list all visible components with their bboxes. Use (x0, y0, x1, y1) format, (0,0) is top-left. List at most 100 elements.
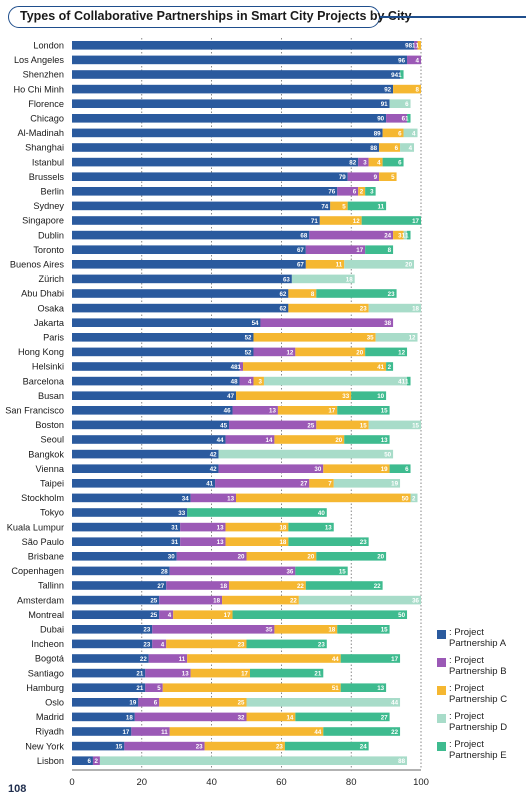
bar-segment-e (295, 712, 390, 722)
legend-item-a: : Project Partnership A (437, 626, 531, 654)
bar-segment-d (400, 143, 415, 152)
data-label: 33 (178, 510, 185, 517)
data-label: 90 (377, 116, 384, 123)
bar-segment-b (347, 172, 380, 181)
category-label: London (33, 41, 64, 51)
data-label: 14 (266, 437, 273, 444)
bar-segment-e (400, 70, 404, 79)
bar-segment-c (382, 128, 404, 138)
data-label: 30 (314, 466, 321, 473)
bar-segment-e (365, 245, 394, 254)
category-label: Istanbul (32, 157, 64, 167)
bar-segment-a (72, 537, 181, 546)
data-label: 20 (335, 437, 342, 444)
data-label: 18 (220, 583, 227, 590)
bar-segment-e (232, 610, 408, 619)
bar-segment-b (145, 668, 191, 678)
bar-segment-b (152, 625, 275, 634)
data-label: 20 (307, 554, 314, 561)
bar-segment-b (124, 741, 205, 751)
bar-segment-a (72, 756, 93, 765)
bar-segment-c (277, 406, 338, 415)
data-label: 31 (171, 539, 178, 546)
title-rule (380, 16, 526, 18)
data-label: 15 (115, 744, 122, 751)
bar-segment-c (305, 260, 345, 269)
x-tick-label: 20 (137, 777, 148, 788)
data-label: 17 (224, 612, 231, 619)
bar-segment-a (72, 70, 401, 79)
data-label: 6 (87, 758, 91, 765)
data-label: 1 (405, 116, 409, 123)
data-label: 5 (342, 203, 346, 210)
bar-segment-a (72, 391, 237, 400)
page-number: 108 (8, 783, 27, 795)
data-label: 4 (412, 130, 416, 137)
data-label: 82 (349, 160, 356, 167)
bar-segment-e (340, 654, 401, 663)
category-label: Abu Dhabi (21, 289, 64, 299)
data-label: 2 (412, 495, 416, 502)
data-label: 25 (307, 422, 314, 429)
category-label: Jakarta (34, 318, 65, 328)
data-label: 47 (227, 393, 234, 400)
legend: : Project Partnership A : Project Partne… (437, 626, 531, 766)
data-label: 4 (377, 160, 381, 167)
bar-segment-e (365, 187, 376, 196)
bar-segment-a (72, 522, 181, 532)
data-label: 21 (314, 671, 321, 678)
data-label: 11 (378, 203, 385, 210)
bar-segment-a (72, 668, 146, 678)
category-label: Riyadh (35, 727, 64, 737)
category-label: Vienna (36, 464, 65, 474)
bar-segment-a (72, 333, 254, 342)
bar-segment-b (414, 41, 418, 50)
data-label: 31 (171, 525, 178, 532)
bar-segment-b (145, 683, 163, 692)
data-label: 6 (405, 466, 409, 473)
data-label: 13 (269, 408, 276, 415)
bar-segment-a (72, 376, 240, 386)
bar-segment-d (263, 376, 408, 386)
data-label: 17 (328, 408, 335, 415)
bar-segment-a (72, 406, 233, 415)
bar-segment-a (72, 493, 191, 503)
data-label: 8 (388, 247, 392, 254)
data-label: 76 (328, 189, 335, 196)
bar-segment-a (72, 698, 139, 707)
data-label: 42 (210, 466, 217, 473)
legend-label-b: : Project Partnership B (449, 655, 507, 677)
bar-segment-a (72, 172, 348, 181)
bar-segment-d (368, 420, 421, 430)
data-label: 38 (384, 320, 391, 327)
x-tick-label: 40 (206, 777, 217, 788)
data-label: 6 (398, 130, 402, 137)
bar-segment-d (403, 128, 418, 138)
category-label: Helsinki (32, 362, 64, 372)
bar-segment-d (291, 274, 355, 284)
data-label: 27 (300, 481, 307, 488)
data-label: 23 (318, 641, 325, 648)
bar-segment-d (99, 756, 408, 765)
data-label: 92 (384, 87, 391, 94)
data-label: 13 (377, 685, 384, 692)
bar-segment-d (368, 303, 421, 313)
data-label: 18 (328, 627, 335, 634)
bar-segment-a (72, 303, 289, 313)
data-label: 13 (227, 495, 234, 502)
legend-swatch-b (437, 658, 446, 667)
bar-segment-d (218, 449, 394, 459)
bar-segment-a (72, 595, 160, 605)
bar-segment-c (253, 376, 264, 386)
bar-segment-c (379, 172, 397, 181)
data-label: 44 (217, 437, 224, 444)
legend-swatch-c (437, 686, 446, 695)
bar-segment-c (288, 303, 369, 313)
category-label: Dubai (40, 625, 64, 635)
data-label: 18 (279, 525, 286, 532)
data-label: 19 (391, 481, 398, 488)
bar-segment-b (232, 406, 278, 415)
bar-segment-b (176, 552, 247, 561)
data-label: 4 (409, 145, 413, 152)
bar-segment-c (236, 493, 411, 503)
